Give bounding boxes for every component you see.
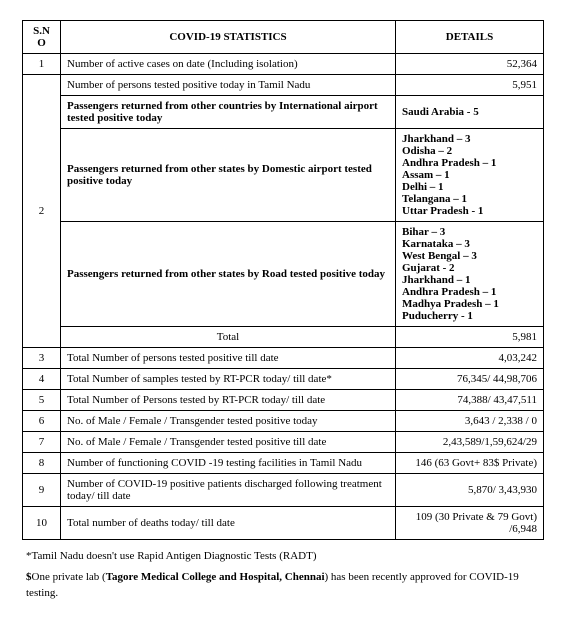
table-row: 5 Total Number of Persons tested by RT-P… <box>23 390 544 411</box>
detail-cell: 76,345/ 44,98,706 <box>396 369 544 390</box>
stat-cell: Number of functioning COVID -19 testing … <box>61 453 396 474</box>
header-stat: COVID-19 STATISTICS <box>61 21 396 54</box>
stat-cell: Total number of deaths today/ till date <box>61 507 396 540</box>
table-row: 9 Number of COVID-19 positive patients d… <box>23 474 544 507</box>
table-row: Passengers returned from other states by… <box>23 129 544 222</box>
footnote-lab-name: Tagore Medical College and Hospital, Che… <box>106 571 325 583</box>
table-row: 4 Total Number of samples tested by RT-P… <box>23 369 544 390</box>
state-item: Andhra Pradesh – 1 <box>402 286 537 298</box>
sno-cell: 6 <box>23 411 61 432</box>
state-item: Madhya Pradesh – 1 <box>402 298 537 310</box>
table-row: 1 Number of active cases on date (Includ… <box>23 54 544 75</box>
total-value: 5,981 <box>396 327 544 348</box>
detail-cell: Bihar – 3 Karnataka – 3 West Bengal – 3 … <box>396 222 544 327</box>
table-row: 10 Total number of deaths today/ till da… <box>23 507 544 540</box>
table-row: 3 Total Number of persons tested positiv… <box>23 348 544 369</box>
sno-cell: 10 <box>23 507 61 540</box>
detail-cell: 74,388/ 43,47,511 <box>396 390 544 411</box>
detail-cell: Jharkhand – 3 Odisha – 2 Andhra Pradesh … <box>396 129 544 222</box>
state-item: Puducherry - 1 <box>402 310 537 322</box>
state-item: Uttar Pradesh - 1 <box>402 205 537 217</box>
sno-cell: 8 <box>23 453 61 474</box>
stat-cell: Passengers returned from other states by… <box>61 129 396 222</box>
stat-cell: Total Number of samples tested by RT-PCR… <box>61 369 396 390</box>
sno-cell: 1 <box>23 54 61 75</box>
footnote-text: One private lab ( <box>32 571 106 583</box>
detail-cell: 146 (63 Govt+ 83$ Private) <box>396 453 544 474</box>
table-row: Total 5,981 <box>23 327 544 348</box>
sno-cell: 7 <box>23 432 61 453</box>
stat-cell: Number of active cases on date (Includin… <box>61 54 396 75</box>
stat-cell: Passengers returned from other countries… <box>61 96 396 129</box>
state-item: Delhi – 1 <box>402 181 537 193</box>
state-item: Assam – 1 <box>402 169 537 181</box>
footnote-radt: *Tamil Nadu doesn't use Rapid Antigen Di… <box>26 548 540 565</box>
state-item: West Bengal – 3 <box>402 250 537 262</box>
stat-cell: No. of Male / Female / Transgender teste… <box>61 411 396 432</box>
header-det: DETAILS <box>396 21 544 54</box>
sno-cell: 2 <box>23 75 61 348</box>
sno-cell: 4 <box>23 369 61 390</box>
state-item: Telangana – 1 <box>402 193 537 205</box>
stat-cell: Passengers returned from other states by… <box>61 222 396 327</box>
stat-cell: Number of COVID-19 positive patients dis… <box>61 474 396 507</box>
detail-cell: 4,03,242 <box>396 348 544 369</box>
covid-stats-table: S.NO COVID-19 STATISTICS DETAILS 1 Numbe… <box>22 20 544 540</box>
state-item: Odisha – 2 <box>402 145 537 157</box>
header-sno: S.NO <box>23 21 61 54</box>
detail-cell: 109 (30 Private & 79 Govt) /6,948 <box>396 507 544 540</box>
detail-cell: 2,43,589/1,59,624/29 <box>396 432 544 453</box>
state-item: Jharkhand – 1 <box>402 274 537 286</box>
table-row: 7 No. of Male / Female / Transgender tes… <box>23 432 544 453</box>
state-item: Karnataka – 3 <box>402 238 537 250</box>
table-row: 2 Number of persons tested positive toda… <box>23 75 544 96</box>
table-row: Passengers returned from other states by… <box>23 222 544 327</box>
detail-cell: 3,643 / 2,338 / 0 <box>396 411 544 432</box>
detail-cell: 5,870/ 3,43,930 <box>396 474 544 507</box>
state-item: Gujarat - 2 <box>402 262 537 274</box>
detail-cell: Saudi Arabia - 5 <box>396 96 544 129</box>
table-row: 6 No. of Male / Female / Transgender tes… <box>23 411 544 432</box>
state-item: Andhra Pradesh – 1 <box>402 157 537 169</box>
sno-cell: 3 <box>23 348 61 369</box>
state-item: Jharkhand – 3 <box>402 133 537 145</box>
total-label: Total <box>61 327 396 348</box>
table-row: Passengers returned from other countries… <box>23 96 544 129</box>
detail-cell: 52,364 <box>396 54 544 75</box>
detail-cell: 5,951 <box>396 75 544 96</box>
sno-cell: 9 <box>23 474 61 507</box>
footnote-lab: $One private lab (Tagore Medical College… <box>26 569 540 602</box>
stat-cell: Total Number of persons tested positive … <box>61 348 396 369</box>
stat-cell: No. of Male / Female / Transgender teste… <box>61 432 396 453</box>
footnotes: *Tamil Nadu doesn't use Rapid Antigen Di… <box>22 548 544 602</box>
table-row: 8 Number of functioning COVID -19 testin… <box>23 453 544 474</box>
stat-cell: Total Number of Persons tested by RT-PCR… <box>61 390 396 411</box>
header-row: S.NO COVID-19 STATISTICS DETAILS <box>23 21 544 54</box>
state-item: Bihar – 3 <box>402 226 537 238</box>
sno-cell: 5 <box>23 390 61 411</box>
stat-cell: Number of persons tested positive today … <box>61 75 396 96</box>
